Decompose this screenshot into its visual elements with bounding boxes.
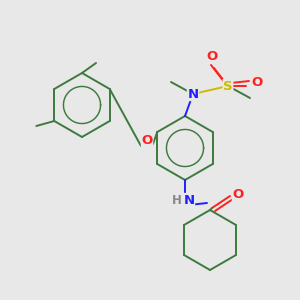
Text: O: O xyxy=(251,76,262,88)
Text: S: S xyxy=(223,80,233,92)
Text: N: N xyxy=(188,88,199,100)
Text: N: N xyxy=(183,194,195,206)
Text: O: O xyxy=(141,134,153,146)
Text: O: O xyxy=(206,50,218,62)
Text: O: O xyxy=(232,188,244,200)
Text: H: H xyxy=(172,194,182,206)
